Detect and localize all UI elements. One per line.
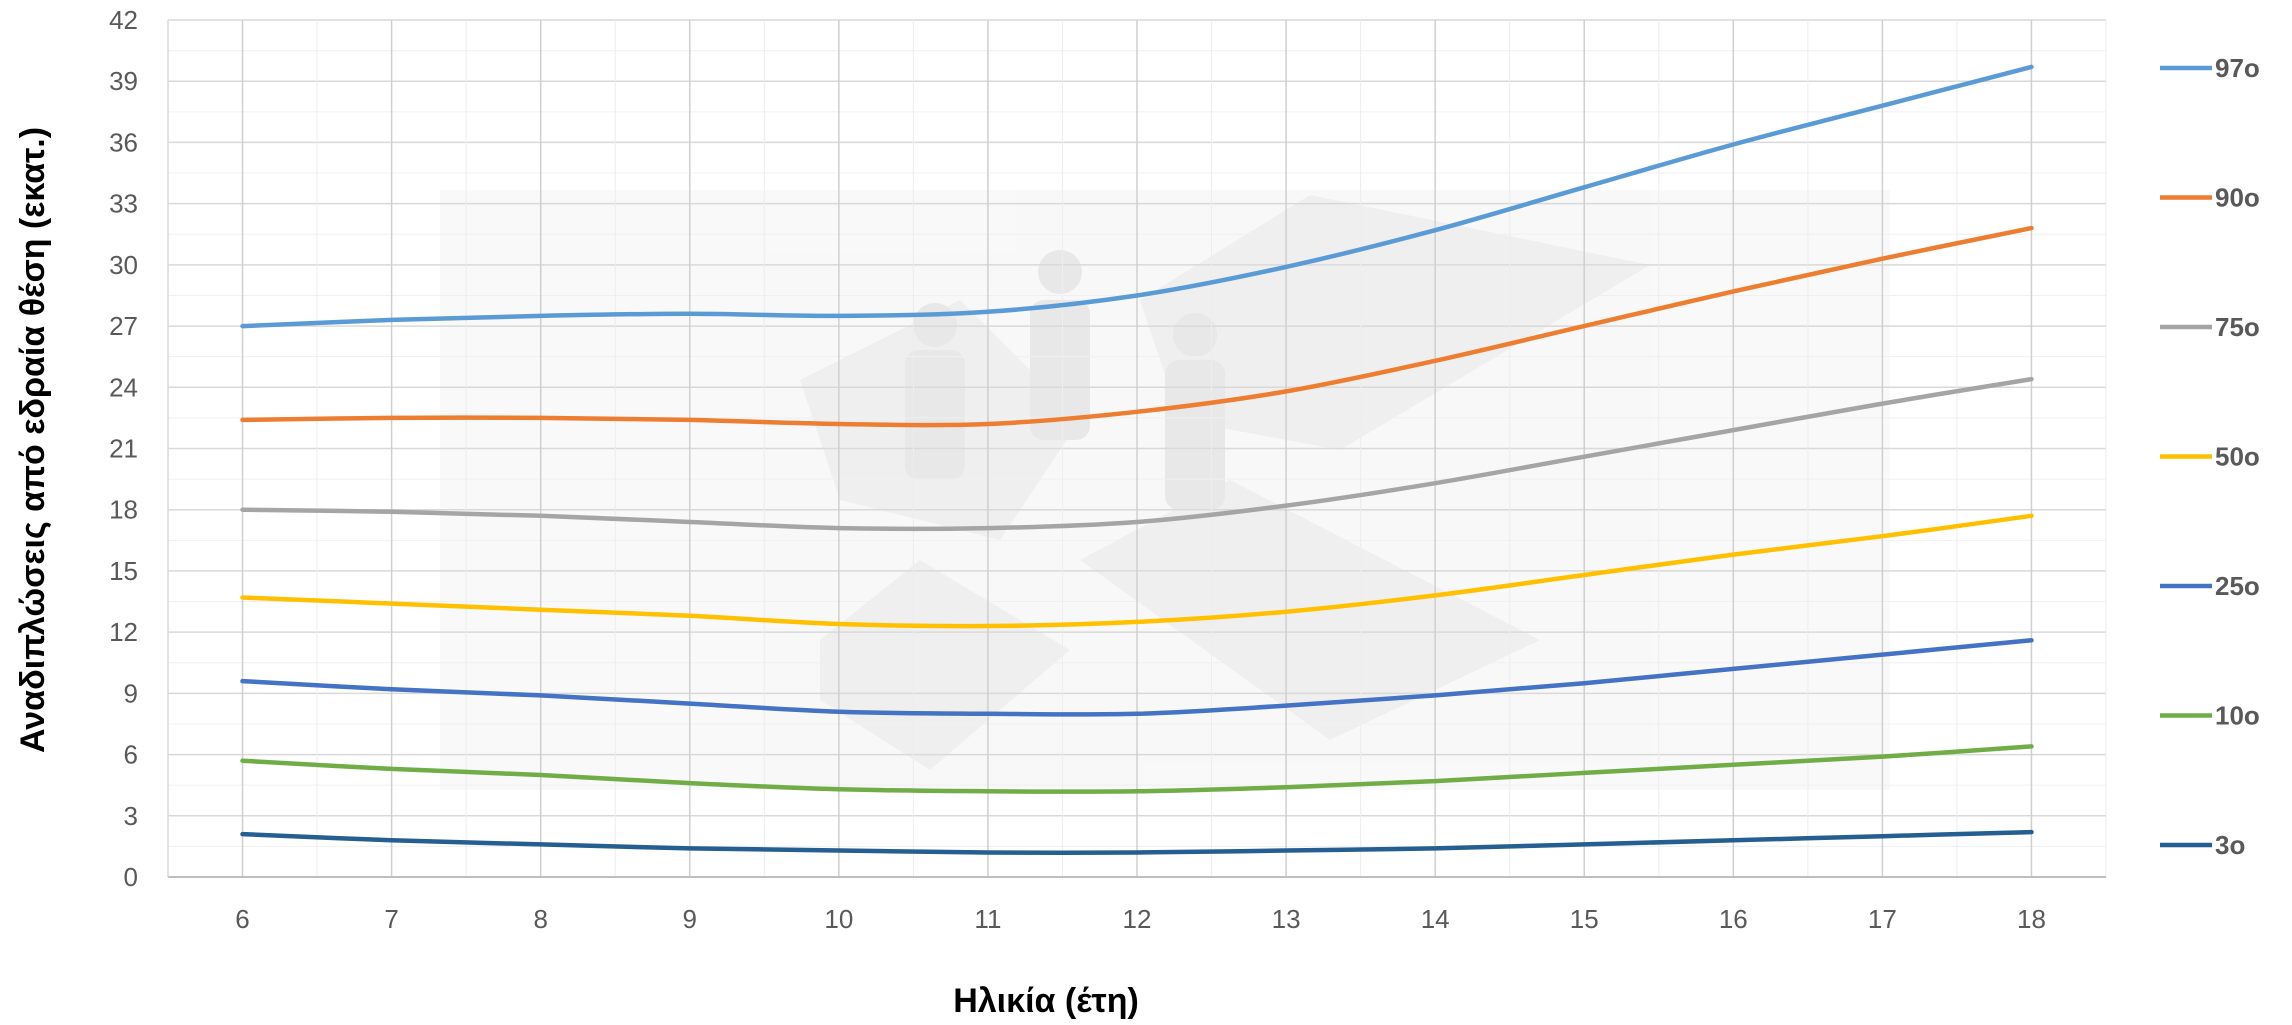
legend-label-10o: 10o xyxy=(2215,701,2260,731)
chart-gridlines xyxy=(167,19,2107,878)
x-tick-label: 10 xyxy=(824,904,853,934)
y-tick-label: 12 xyxy=(109,617,138,647)
series-line-10o xyxy=(240,744,2034,794)
x-tick-label: 14 xyxy=(1421,904,1450,934)
y-tick-label: 24 xyxy=(109,372,138,402)
y-tick-label: 18 xyxy=(109,495,138,525)
x-tick-label: 11 xyxy=(974,904,1001,934)
legend-label-97o: 97o xyxy=(2215,53,2260,83)
series-line-97o xyxy=(240,64,2034,329)
chart-legend: 97o 90o 75o 50o 25o 10o 3o xyxy=(2160,53,2260,860)
y-tick-label: 33 xyxy=(109,189,138,219)
series-line-50o xyxy=(240,513,2034,629)
chart-axes xyxy=(167,20,2106,878)
y-tick-label: 30 xyxy=(109,250,138,280)
x-axis-ticks: 6 7 8 9 10 11 12 13 14 15 16 17 18 xyxy=(235,904,2046,934)
y-tick-label: 3 xyxy=(124,801,138,831)
y-tick-label: 6 xyxy=(124,740,138,770)
x-axis-title: Ηλικία (έτη) xyxy=(953,982,1139,1020)
x-tick-label: 7 xyxy=(384,904,398,934)
legend-label-50o: 50o xyxy=(2215,442,2260,472)
legend-label-3o: 3o xyxy=(2215,830,2245,860)
y-tick-label: 0 xyxy=(124,862,138,892)
y-tick-label: 27 xyxy=(109,311,138,341)
legend-label-25o: 25o xyxy=(2215,571,2260,601)
series-line-75o xyxy=(240,376,2034,532)
y-tick-label: 42 xyxy=(109,5,138,35)
legend-label-75o: 75o xyxy=(2215,312,2260,342)
x-tick-label: 8 xyxy=(533,904,547,934)
x-tick-label: 12 xyxy=(1123,904,1152,934)
x-tick-label: 15 xyxy=(1570,904,1599,934)
chart-series xyxy=(240,64,2034,856)
x-tick-label: 18 xyxy=(2017,904,2046,934)
series-line-25o xyxy=(240,638,2034,717)
x-tick-label: 17 xyxy=(1868,904,1897,934)
y-tick-label: 36 xyxy=(109,127,138,157)
x-tick-label: 9 xyxy=(683,904,697,934)
y-tick-label: 9 xyxy=(124,678,138,708)
y-axis-title: Αναδιπλώσεις από εδραία θέση (εκατ.) xyxy=(14,127,52,753)
x-tick-label: 13 xyxy=(1272,904,1301,934)
x-tick-label: 6 xyxy=(235,904,249,934)
legend-label-90o: 90o xyxy=(2215,183,2260,213)
y-tick-label: 15 xyxy=(109,556,138,586)
x-tick-label: 16 xyxy=(1719,904,1748,934)
y-tick-label: 21 xyxy=(109,434,138,464)
series-line-90o xyxy=(240,225,2034,428)
series-line-3o xyxy=(240,829,2034,856)
y-tick-label: 39 xyxy=(109,66,138,96)
